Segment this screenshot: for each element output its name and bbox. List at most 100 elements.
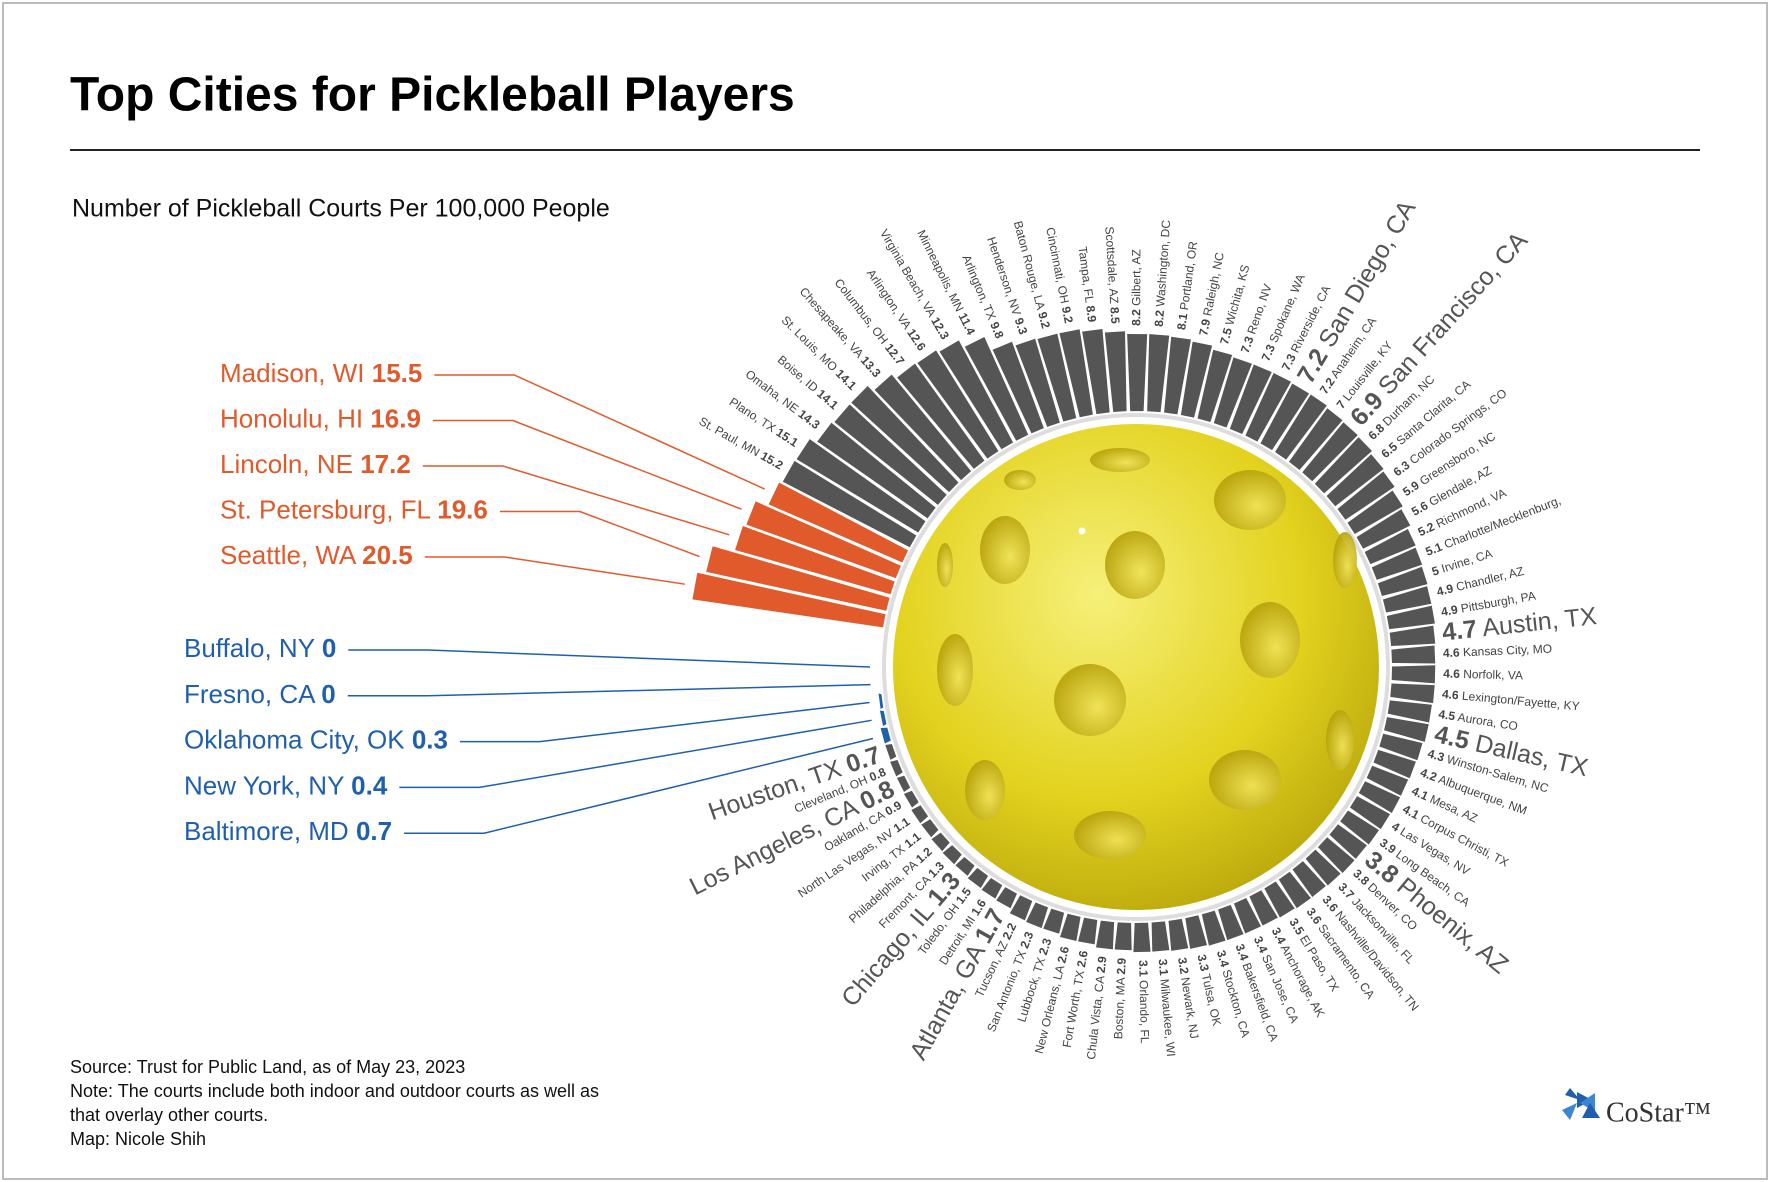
category-label: Tulsa, OK (1199, 973, 1224, 1028)
bar (1059, 329, 1093, 418)
leader-line (347, 683, 871, 697)
value-label: 11.4 (955, 311, 978, 338)
value-label: 5.2 (1416, 519, 1437, 539)
callout-label: Seattle, WA 20.5 (220, 540, 413, 570)
value-label: 8.9 (1083, 305, 1099, 324)
value-label: 7.3 (1279, 351, 1299, 372)
value-label: 4.1 (1400, 802, 1422, 822)
leader-line (424, 556, 685, 585)
bar (1009, 895, 1033, 921)
value-label: 13.3 (858, 353, 884, 380)
bar (880, 727, 891, 744)
value-label: 12.7 (882, 341, 908, 368)
category-label: Plano, TX (727, 395, 779, 435)
ball (893, 424, 1379, 910)
logo-text: CoStar™ (1606, 1097, 1711, 1128)
bar-label: Scottsdale, AZ 8.5 (1102, 226, 1122, 324)
value-label: 5 (1430, 563, 1441, 578)
value-label: 2.6 (1055, 945, 1073, 965)
footnote: that overlay other courts. (70, 1105, 268, 1125)
bar-label: Minneapolis, MN 11.4 (914, 228, 978, 338)
value-label: 0 (322, 633, 336, 663)
bar (1095, 920, 1115, 950)
category-label: Boise, ID (775, 353, 821, 396)
callout-label: Lincoln, NE 17.2 (220, 449, 411, 479)
value-label: 4.1 (1409, 784, 1430, 804)
category-label: Milwaukee, WI (1157, 978, 1178, 1057)
value-label: 2.2 (1000, 921, 1020, 942)
value-label: 3.2 (1175, 956, 1191, 975)
value-label: 3.3 (1194, 953, 1211, 973)
category-label: Portland, OR (1177, 240, 1200, 311)
category-label: Oklahoma City, OK (184, 724, 405, 754)
callout-label: Oklahoma City, OK 0.3 (184, 724, 448, 754)
value-label: 8.2 (1152, 309, 1167, 327)
value-label: 2.3 (1036, 936, 1055, 956)
category-label: Raleigh, NC (1200, 251, 1227, 318)
bar (1387, 700, 1432, 723)
bar (1278, 871, 1311, 909)
bar (896, 775, 911, 793)
value-label: 2.3 (1017, 929, 1036, 950)
bar (1386, 605, 1435, 630)
leader-line (422, 465, 730, 536)
bar (1245, 372, 1292, 442)
value-label: 9.3 (1012, 316, 1031, 337)
category-label: Cincinnati, OH (1043, 226, 1072, 305)
value-label: 7.5 (1217, 326, 1235, 346)
value-label: 9.2 (1035, 310, 1053, 330)
bar (955, 856, 975, 876)
bar (1201, 910, 1226, 946)
bar (903, 790, 919, 808)
callout-label: New York, NY 0.4 (184, 770, 388, 800)
bar (782, 460, 917, 548)
callout-label: Fresno, CA 0 (184, 679, 336, 709)
value-label: 2.9 (1114, 957, 1129, 975)
category-label: Wichita, KS (1223, 263, 1253, 327)
category-label: Fresno, CA (184, 679, 316, 709)
bar (931, 832, 950, 852)
bar (917, 350, 999, 459)
ring (882, 413, 1390, 921)
bar (1347, 490, 1403, 535)
bar (1229, 364, 1272, 435)
bar (1314, 437, 1372, 494)
value-label: 12.6 (904, 326, 929, 353)
bar (1358, 781, 1401, 814)
value-label: 15.5 (372, 358, 423, 388)
value-label: 3.4 (1269, 925, 1289, 947)
bar (1185, 915, 1208, 949)
bar (1147, 334, 1170, 413)
bar (1349, 796, 1391, 830)
bar (992, 341, 1044, 434)
bar (1218, 904, 1244, 941)
value-label: 20.5 (362, 540, 413, 570)
bar-label: St. Louis, MO 14.1 (779, 313, 860, 393)
bar (1164, 336, 1191, 415)
value-label: 7.3 (1238, 334, 1257, 355)
logo: CoStar™ (1562, 1088, 1711, 1128)
bar (1329, 824, 1367, 859)
bar (939, 340, 1014, 450)
bar (878, 693, 884, 709)
leader-line (399, 719, 872, 789)
bar-label: Chula Vista, CA 2.9 (1084, 955, 1110, 1060)
bar-label: 4.6 Kansas City, MO (1443, 642, 1553, 661)
value-label: 0 (321, 679, 335, 709)
value-label: 8.1 (1174, 312, 1190, 331)
bar (1337, 471, 1395, 520)
value-label: 2.6 (1074, 949, 1091, 968)
bar (1382, 586, 1432, 613)
category-label: Madison, WI (220, 358, 365, 388)
bar (692, 572, 886, 628)
bar (1151, 921, 1170, 952)
leader-line (499, 510, 700, 558)
bar (996, 887, 1018, 909)
category-label: Seattle, WA (220, 540, 357, 570)
value-label: 4.9 (1440, 602, 1459, 619)
bar (874, 374, 972, 481)
bar-label: 8.2 Washington, DC (1152, 219, 1173, 327)
bar (1264, 881, 1295, 918)
value-label: 5.6 (1409, 498, 1431, 518)
